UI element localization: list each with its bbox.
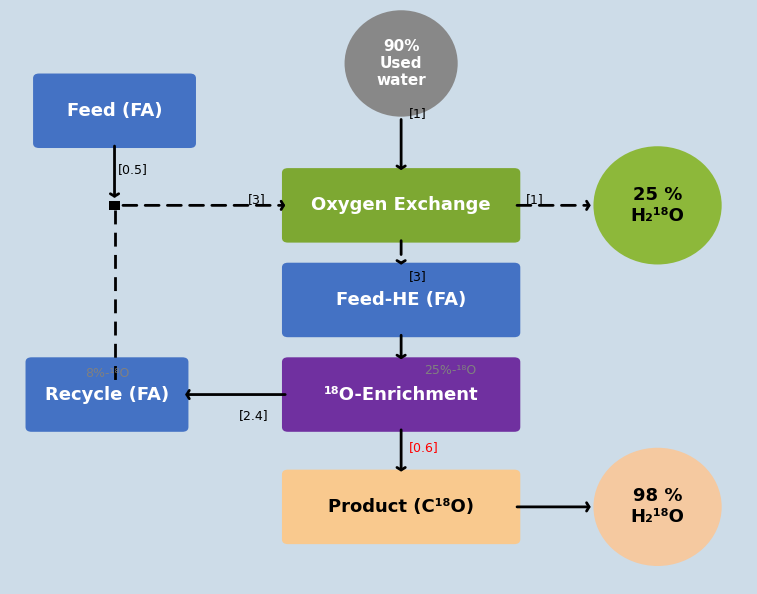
Text: Product (C¹⁸O): Product (C¹⁸O) <box>328 498 474 516</box>
Text: ¹⁸O-Enrichment: ¹⁸O-Enrichment <box>324 386 478 403</box>
Text: 25%-¹⁸O: 25%-¹⁸O <box>424 364 476 377</box>
Text: [0.5]: [0.5] <box>118 163 148 176</box>
FancyBboxPatch shape <box>26 358 188 432</box>
Text: Recycle (FA): Recycle (FA) <box>45 386 169 403</box>
Text: [0.6]: [0.6] <box>409 441 438 454</box>
FancyBboxPatch shape <box>282 263 520 337</box>
FancyBboxPatch shape <box>282 358 520 432</box>
Text: [2.4]: [2.4] <box>239 409 269 422</box>
Text: [1]: [1] <box>409 108 426 120</box>
Text: Feed (FA): Feed (FA) <box>67 102 162 120</box>
Text: 25 %
H₂¹⁸O: 25 % H₂¹⁸O <box>631 186 684 225</box>
Ellipse shape <box>344 10 458 116</box>
FancyBboxPatch shape <box>33 74 196 148</box>
Text: [3]: [3] <box>409 270 426 283</box>
FancyBboxPatch shape <box>282 470 520 544</box>
Text: Feed-HE (FA): Feed-HE (FA) <box>336 291 466 309</box>
FancyBboxPatch shape <box>282 168 520 242</box>
Text: 8%-¹⁸O: 8%-¹⁸O <box>85 367 129 380</box>
Text: [3]: [3] <box>248 193 266 206</box>
Polygon shape <box>109 201 120 210</box>
Text: [1]: [1] <box>525 193 544 206</box>
Text: 98 %
H₂¹⁸O: 98 % H₂¹⁸O <box>631 488 684 526</box>
Text: 90%
Used
water: 90% Used water <box>376 39 426 89</box>
Ellipse shape <box>593 146 721 264</box>
Ellipse shape <box>593 448 721 566</box>
Text: Oxygen Exchange: Oxygen Exchange <box>311 197 491 214</box>
